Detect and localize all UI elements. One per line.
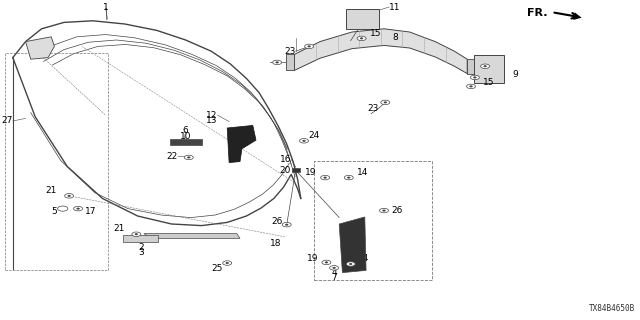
Circle shape (384, 102, 387, 103)
Bar (346, 9, 379, 29)
Polygon shape (227, 125, 256, 163)
Text: 6: 6 (183, 126, 188, 135)
Circle shape (68, 195, 70, 196)
Text: 14: 14 (358, 254, 370, 263)
Circle shape (344, 175, 353, 180)
Circle shape (474, 77, 476, 78)
Circle shape (276, 62, 278, 63)
Circle shape (381, 100, 390, 105)
Text: 15: 15 (483, 78, 495, 87)
Text: 26: 26 (392, 206, 403, 215)
Circle shape (308, 46, 310, 47)
Circle shape (58, 206, 68, 211)
Polygon shape (339, 217, 366, 273)
Text: 18: 18 (270, 239, 282, 248)
Circle shape (324, 177, 326, 178)
Text: 2: 2 (138, 243, 143, 252)
Text: 23: 23 (284, 47, 296, 56)
Bar (170, 139, 202, 145)
Text: 27: 27 (1, 116, 13, 125)
Circle shape (305, 44, 314, 49)
Text: 16: 16 (280, 155, 291, 164)
Text: TX84B4650B: TX84B4650B (589, 304, 635, 313)
Polygon shape (286, 54, 294, 70)
Text: 22: 22 (166, 152, 178, 161)
Circle shape (273, 60, 282, 65)
Text: 19: 19 (307, 254, 318, 263)
Circle shape (135, 234, 138, 235)
Text: 1: 1 (103, 3, 108, 12)
Circle shape (470, 86, 472, 87)
Bar (123, 235, 158, 242)
Circle shape (77, 208, 79, 209)
Circle shape (223, 261, 232, 265)
Circle shape (325, 262, 328, 263)
Circle shape (380, 208, 388, 213)
Circle shape (184, 155, 193, 160)
Text: 12: 12 (206, 111, 218, 120)
Circle shape (303, 140, 305, 141)
Circle shape (360, 38, 363, 39)
Text: FR.: FR. (527, 8, 547, 19)
Circle shape (300, 139, 308, 143)
Circle shape (282, 222, 291, 227)
Circle shape (467, 84, 476, 89)
Text: 21: 21 (45, 186, 56, 195)
Circle shape (481, 64, 490, 68)
Circle shape (470, 75, 479, 80)
Text: 17: 17 (84, 207, 96, 216)
Polygon shape (467, 59, 477, 74)
Text: 24: 24 (308, 132, 320, 140)
Circle shape (383, 210, 385, 211)
Bar (5, 53, 108, 270)
Text: 26: 26 (271, 217, 283, 226)
Text: 10: 10 (180, 132, 191, 141)
Circle shape (74, 206, 83, 211)
Circle shape (226, 262, 228, 264)
Text: 3: 3 (138, 248, 143, 257)
Text: 5: 5 (52, 207, 57, 216)
Text: 15: 15 (370, 29, 381, 38)
Circle shape (132, 232, 141, 236)
Polygon shape (294, 29, 467, 74)
Text: 8: 8 (393, 33, 398, 42)
Text: 14: 14 (357, 168, 369, 177)
Polygon shape (26, 37, 54, 59)
Circle shape (484, 66, 486, 67)
Text: 4: 4 (332, 268, 337, 277)
Text: 7: 7 (332, 273, 337, 282)
Text: 9: 9 (512, 70, 518, 79)
Polygon shape (144, 234, 240, 238)
Text: 23: 23 (367, 104, 379, 113)
Circle shape (188, 157, 190, 158)
Bar (292, 168, 300, 172)
Circle shape (322, 260, 331, 265)
Circle shape (349, 263, 352, 265)
Text: 25: 25 (211, 264, 223, 273)
Bar (314, 161, 432, 280)
Text: 11: 11 (389, 3, 401, 12)
Circle shape (65, 194, 74, 198)
Circle shape (357, 36, 366, 41)
Bar (474, 55, 504, 83)
Circle shape (285, 224, 288, 225)
Circle shape (330, 266, 339, 270)
Text: 19: 19 (305, 168, 317, 177)
Circle shape (333, 267, 335, 268)
Text: 21: 21 (113, 224, 125, 233)
Circle shape (346, 262, 355, 266)
Circle shape (348, 177, 350, 178)
Text: 13: 13 (206, 116, 218, 125)
Circle shape (321, 175, 330, 180)
Text: 20: 20 (280, 166, 291, 175)
